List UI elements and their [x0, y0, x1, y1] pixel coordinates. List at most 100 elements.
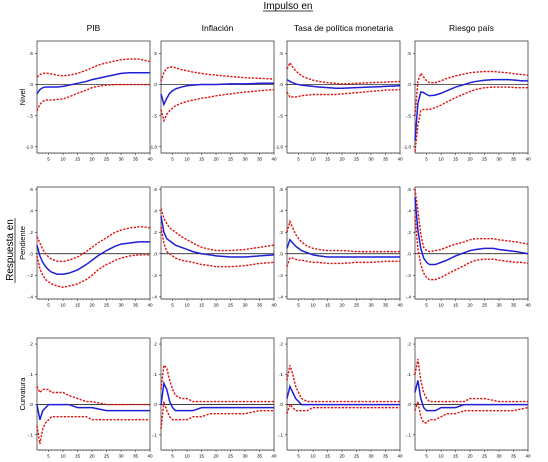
y-tick-label: -.1: [28, 432, 34, 437]
response-row-title: Pendiente: [18, 226, 27, 260]
x-tick-label: 40: [147, 454, 153, 459]
y-tick-label: -.5: [152, 113, 158, 118]
y-tick-label: .0: [29, 402, 33, 407]
x-tick-label: 20: [339, 157, 345, 162]
x-tick-label: 40: [397, 157, 403, 162]
response-axis-label: Respuesta en: [5, 219, 16, 281]
lower-band-line: [286, 88, 401, 98]
x-tick-label: 15: [199, 454, 205, 459]
x-tick-label: 5: [171, 303, 174, 308]
y-tick-label: .6: [153, 187, 157, 192]
impulse-titles: PIB Inflación Tasa de política monetaria Ri…: [87, 23, 494, 33]
x-tick-label: 10: [185, 454, 191, 459]
y-tick-label: -.1: [278, 432, 284, 437]
x-tick-label: 35: [133, 157, 139, 162]
y-tick-label: .2: [279, 230, 283, 235]
irf-panel: -.4 -.2 .0 .2 .4 .6 5 10 15 20 25 30 35 40: [152, 186, 277, 308]
irf-panel: -.1 .0 .1 .2 5 10 15 20 25 30 35 40: [28, 337, 153, 459]
x-tick-label: 30: [242, 454, 248, 459]
x-tick-label: 15: [453, 303, 459, 308]
x-tick-label: 5: [47, 454, 50, 459]
y-tick-label: .1: [407, 372, 411, 377]
x-tick-label: 25: [104, 157, 110, 162]
response-row-title: Nivel: [18, 88, 27, 105]
x-tick-label: 5: [171, 454, 174, 459]
x-tick-label: 40: [271, 454, 277, 459]
y-tick-label: .0: [29, 251, 33, 256]
panel-frame: [36, 186, 151, 300]
lower-band-line: [414, 86, 528, 152]
y-tick-label: .2: [407, 230, 411, 235]
y-tick-label: .0: [279, 82, 283, 87]
irf-panel: -1.0 -.5 .0 .5 5 10 15 20 25 30 35 40: [275, 40, 403, 162]
panel-frame: [36, 40, 151, 154]
y-tick-label: -.4: [278, 294, 284, 299]
impulse-title: Inflación: [202, 23, 234, 33]
x-tick-label: 10: [61, 303, 67, 308]
x-tick-label: 5: [47, 303, 50, 308]
upper-band-line: [286, 365, 400, 403]
response-line: [414, 78, 528, 141]
x-tick-label: 15: [453, 157, 459, 162]
y-tick-label: .6: [29, 187, 33, 192]
upper-band-line: [286, 61, 401, 85]
response-line: [286, 384, 400, 406]
x-tick-label: 40: [397, 454, 403, 459]
y-tick-label: .0: [153, 82, 157, 87]
response-line: [286, 78, 401, 90]
y-tick-label: .2: [153, 342, 157, 347]
response-line: [36, 241, 150, 275]
x-tick-label: 5: [47, 157, 50, 162]
panel-frame: [286, 337, 401, 451]
panel-frame: [414, 337, 529, 451]
x-tick-label: 15: [325, 454, 331, 459]
x-tick-label: 25: [482, 303, 488, 308]
lower-band-line: [36, 83, 150, 111]
x-tick-label: 20: [339, 303, 345, 308]
x-tick-label: 30: [242, 303, 248, 308]
upper-band-line: [36, 58, 151, 78]
x-tick-label: 5: [425, 454, 428, 459]
x-tick-label: 20: [467, 157, 473, 162]
irf-panel: -1.0 -.5 .0 .5 5 10 15 20 25 30 35 40: [403, 40, 531, 162]
y-tick-label: .2: [407, 342, 411, 347]
x-tick-label: 25: [482, 157, 488, 162]
response-line: [160, 380, 274, 412]
x-tick-label: 20: [467, 454, 473, 459]
x-tick-label: 10: [61, 157, 67, 162]
y-tick-label: -.4: [152, 294, 158, 299]
y-tick-label: .1: [279, 372, 283, 377]
x-tick-label: 40: [147, 157, 153, 162]
y-tick-label: -1.0: [149, 144, 157, 149]
upper-band-line: [414, 359, 528, 403]
x-tick-label: 30: [496, 454, 502, 459]
y-tick-label: .2: [279, 342, 283, 347]
panel-frame: [414, 186, 529, 300]
x-tick-label: 40: [525, 303, 531, 308]
response-line: [414, 380, 528, 412]
x-tick-label: 10: [185, 157, 191, 162]
x-tick-label: 5: [425, 157, 428, 162]
lower-band-line: [160, 226, 275, 268]
response-row-title: Curvatura: [18, 377, 27, 411]
y-tick-label: -1.0: [25, 144, 33, 149]
y-tick-label: -.2: [28, 273, 34, 278]
response-line: [160, 215, 275, 258]
y-tick-label: -1.0: [403, 144, 411, 149]
x-tick-label: 20: [467, 303, 473, 308]
x-tick-label: 30: [496, 157, 502, 162]
lower-band-line: [36, 416, 150, 445]
y-tick-label: .2: [29, 342, 33, 347]
y-tick-label: .0: [407, 82, 411, 87]
y-tick-label: .0: [407, 251, 411, 256]
x-tick-label: 30: [496, 303, 502, 308]
x-tick-label: 20: [339, 454, 345, 459]
x-tick-label: 30: [368, 157, 374, 162]
x-tick-label: 25: [482, 454, 488, 459]
y-tick-label: -.2: [152, 273, 158, 278]
panel-frame: [286, 186, 401, 300]
response-line: [414, 197, 529, 266]
response-line: [286, 238, 400, 258]
response-line: [160, 82, 274, 107]
